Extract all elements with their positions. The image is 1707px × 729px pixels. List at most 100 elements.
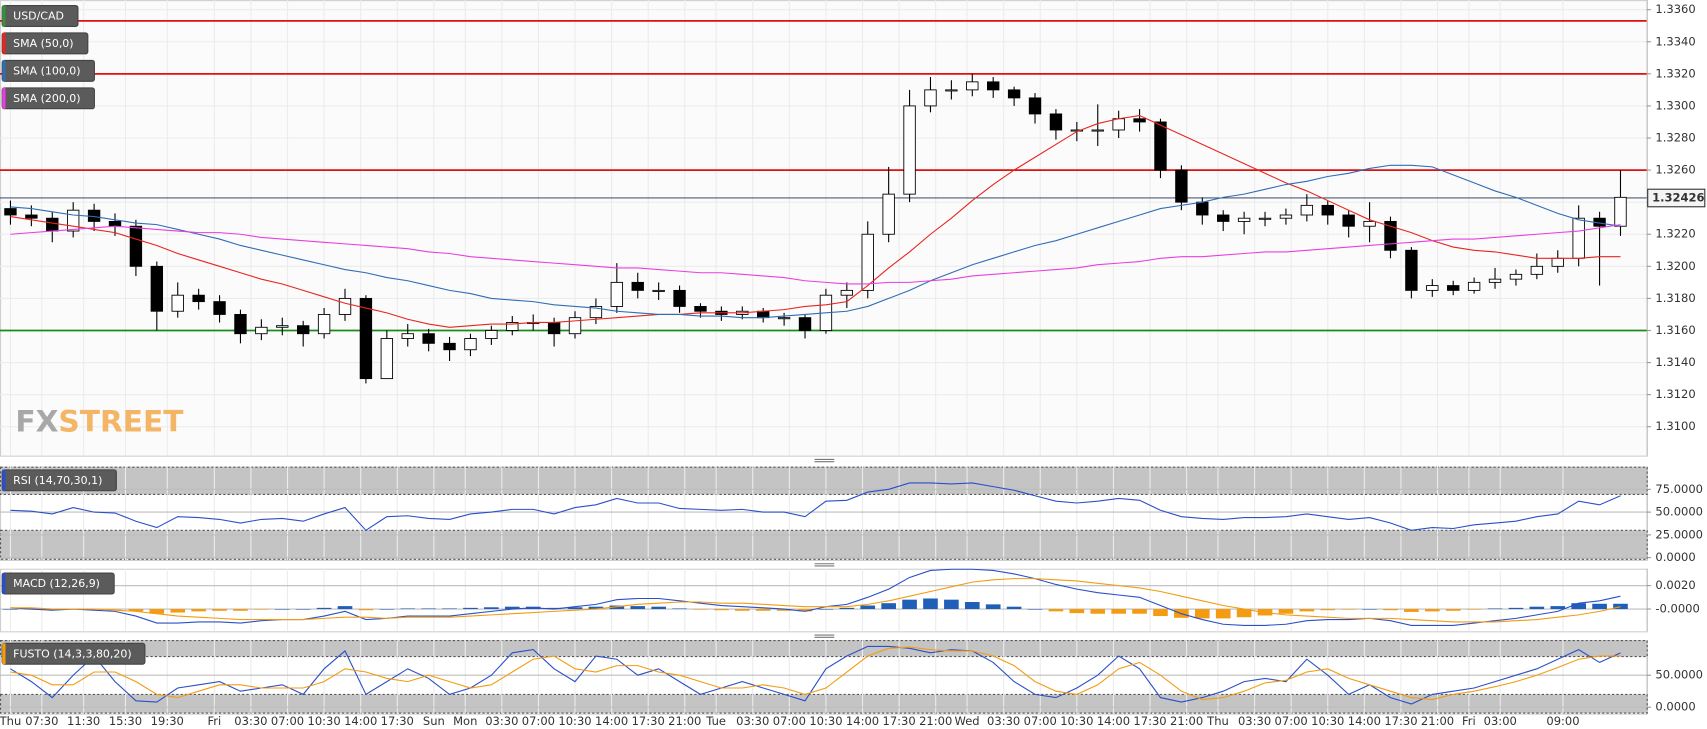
x-tick-label: 21:00 xyxy=(1170,714,1203,728)
candle-body xyxy=(547,322,561,335)
x-tick-label: 03:30 xyxy=(1238,714,1271,728)
legend-swatch xyxy=(2,573,6,594)
x-tick-label: 03:30 xyxy=(485,714,518,728)
histogram-bar xyxy=(1111,609,1126,614)
candle-body xyxy=(1300,204,1314,216)
overbought-band xyxy=(0,640,1648,658)
y-tick-label: 1.3340 xyxy=(1655,34,1695,48)
x-tick-label: Tue xyxy=(705,714,726,728)
histogram-bar xyxy=(944,599,959,610)
x-tick-label: 09:00 xyxy=(1546,714,1579,728)
candle-body xyxy=(380,338,394,380)
candle-body xyxy=(443,342,456,351)
y-tick-label: 0.0000 xyxy=(1655,700,1695,714)
candle-body xyxy=(4,208,17,216)
candle-body xyxy=(1196,201,1209,216)
candle-body xyxy=(1154,121,1167,171)
x-tick-label: 07:00 xyxy=(271,714,304,728)
x-tick-label: 11:30 xyxy=(67,714,100,728)
candle-body xyxy=(46,217,59,232)
candle-body xyxy=(589,305,603,319)
candle-body xyxy=(1112,118,1125,131)
candle-body xyxy=(1405,249,1418,291)
candle-body xyxy=(987,81,1000,91)
candle-body xyxy=(401,333,414,339)
candle-body xyxy=(234,314,247,335)
candle-body xyxy=(255,326,268,335)
legend-item: FUSTO (14,3,3,80,20) xyxy=(1,642,146,665)
legend-label: USD/CAD xyxy=(13,10,64,23)
candle-body xyxy=(1447,285,1460,291)
histogram-bar xyxy=(776,609,792,611)
candle-body xyxy=(1363,220,1376,227)
y-tick-label: 1.3260 xyxy=(1655,163,1695,177)
sma-line xyxy=(10,224,1621,285)
histogram-bar xyxy=(1424,609,1440,612)
candle-body xyxy=(1572,217,1585,259)
histogram-bar xyxy=(128,609,144,612)
legend-label: SMA (100,0) xyxy=(13,64,80,77)
pane-handles xyxy=(814,458,835,638)
candle-body xyxy=(276,325,289,328)
candle-body xyxy=(1342,214,1355,227)
candle-body xyxy=(1175,169,1188,203)
y-tick-label: 50.0000 xyxy=(1655,668,1703,682)
histogram-bar xyxy=(379,609,395,610)
candle-body xyxy=(1007,89,1021,99)
candle-body xyxy=(652,289,665,292)
candle-body xyxy=(757,310,770,319)
x-tick-label: 07:00 xyxy=(1024,714,1057,728)
histogram-bar xyxy=(1571,603,1586,610)
histogram-bar xyxy=(1236,609,1252,618)
y-tick-label: 1.3100 xyxy=(1655,419,1695,433)
histogram-bar xyxy=(1508,607,1524,610)
histogram-bar xyxy=(1299,609,1315,612)
histogram-bar xyxy=(1132,609,1147,614)
y-tick-label: 1.3360 xyxy=(1655,2,1695,16)
x-tick-label: 14:00 xyxy=(846,714,879,728)
x-tick-label: 07:30 xyxy=(25,714,58,728)
candle-body xyxy=(506,322,519,331)
candle-body xyxy=(903,105,916,195)
histogram-bar xyxy=(295,609,311,610)
candle-body xyxy=(171,294,184,312)
candle-body xyxy=(882,193,895,235)
histogram-bar xyxy=(839,607,855,610)
x-tick-label: Wed xyxy=(955,714,980,728)
x-tick-label: 14:00 xyxy=(595,714,628,728)
pane-handle[interactable] xyxy=(814,458,835,638)
histogram-bar xyxy=(881,603,896,610)
legend-item: SMA (200,0) xyxy=(1,87,95,110)
histogram-bar xyxy=(1550,606,1566,610)
candle-body xyxy=(673,289,686,307)
y-tick-label: 50.0000 xyxy=(1655,505,1703,519)
histogram-bar xyxy=(1006,606,1022,610)
histogram-bar xyxy=(233,609,248,611)
histogram-bar xyxy=(504,606,520,610)
histogram-bar xyxy=(3,609,18,610)
x-tick-label: 10:30 xyxy=(809,714,842,728)
histogram-bar xyxy=(651,606,666,610)
candle-body xyxy=(798,317,812,331)
legend-swatch xyxy=(2,5,6,27)
x-tick-label: 17:30 xyxy=(632,714,665,728)
candle-body xyxy=(1530,265,1544,275)
overbought-band xyxy=(0,466,1648,495)
histogram-bar xyxy=(818,609,834,610)
candle-body xyxy=(1614,196,1627,227)
candle-body xyxy=(1217,214,1230,222)
y-tick-label: 1.3140 xyxy=(1655,355,1695,369)
legend-item: MACD (12,26,9) xyxy=(1,572,115,595)
watermark-prefix: FX xyxy=(15,403,58,438)
histogram-bar xyxy=(1613,603,1628,610)
last-price-box xyxy=(1647,188,1706,208)
x-tick-label: 14:00 xyxy=(1097,714,1130,728)
candle-body xyxy=(1384,220,1397,251)
x-tick-label: Sun xyxy=(423,714,445,728)
x-tick-label: 03:30 xyxy=(987,714,1020,728)
legend-swatch xyxy=(2,469,6,491)
candle-body xyxy=(924,89,937,107)
sma-line xyxy=(10,164,1621,319)
legend-item: USD/CAD xyxy=(1,4,79,27)
